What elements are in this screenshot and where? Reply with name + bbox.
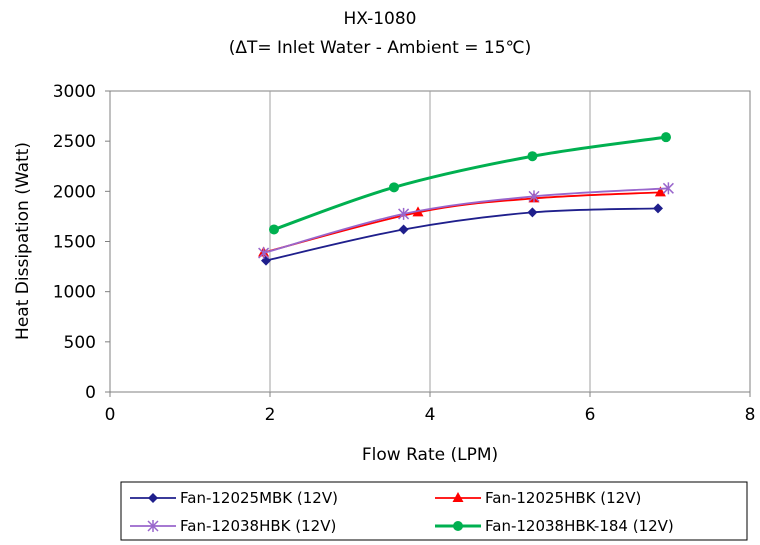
data-point-diamond — [527, 207, 538, 218]
legend-label: Fan-12038HBK-184 (12V) — [485, 517, 674, 535]
x-axis-ticks: 0 2 4 6 8 — [105, 392, 756, 425]
data-point-asterisk — [147, 520, 159, 532]
data-point-circle — [269, 224, 279, 235]
series-line — [263, 191, 661, 254]
chart-title: HX-1080 — [344, 9, 417, 29]
legend-entry: Fan-12025MBK (12V) — [130, 489, 338, 507]
series-4 — [269, 132, 671, 235]
legend-label: Fan-12025MBK (12V) — [180, 489, 338, 507]
data-point-circle — [661, 132, 671, 143]
legend — [120, 481, 748, 541]
y-tick-label: 0 — [85, 383, 96, 403]
data-point-asterisk — [528, 190, 540, 203]
chart-subtitle: (ΔT= Inlet Water - Ambient = 15℃) — [229, 38, 532, 58]
x-tick-label: 8 — [745, 405, 756, 425]
y-tick-label: 2500 — [53, 132, 96, 152]
series-1 — [261, 203, 663, 266]
y-axis-ticks: 0 500 1000 1500 2000 2500 3000 — [53, 82, 110, 403]
y-axis-label: Heat Dissipation (Watt) — [13, 142, 33, 340]
x-tick-label: 6 — [585, 405, 596, 425]
data-point-triangle — [654, 186, 666, 197]
y-tick-label: 3000 — [53, 82, 96, 102]
legend-entry: Fan-12025HBK (12V) — [435, 489, 641, 507]
data-point-triangle — [452, 492, 464, 502]
x-axis-label: Flow Rate (LPM) — [362, 445, 498, 465]
data-point-circle — [453, 521, 463, 531]
series-line — [263, 187, 669, 254]
series-line — [265, 207, 659, 262]
legend-label: Fan-12038HBK (12V) — [180, 517, 336, 535]
series-line — [273, 135, 667, 231]
x-tick-label: 0 — [105, 405, 116, 425]
y-tick-label: 500 — [64, 333, 96, 353]
legend-entry: Fan-12038HBK-184 (12V) — [435, 517, 674, 535]
legend-label: Fan-12025HBK (12V) — [485, 489, 641, 507]
y-tick-label: 2000 — [53, 182, 96, 202]
data-point-diamond — [261, 255, 271, 266]
data-point-circle — [389, 182, 399, 193]
x-tick-label: 2 — [265, 405, 276, 425]
data-point-circle — [527, 151, 538, 162]
data-point-diamond — [148, 493, 158, 503]
legend-items: Fan-12025MBK (12V) Fan-12025HBK (12V) Fan-… — [130, 489, 674, 535]
series-layer — [258, 132, 674, 266]
data-point-asterisk — [398, 207, 410, 220]
data-point-diamond — [653, 203, 663, 214]
data-point-asterisk — [258, 247, 270, 260]
grid-lines — [269, 91, 591, 392]
legend-entry: Fan-12038HBK (12V) — [130, 517, 336, 535]
y-tick-label: 1000 — [53, 283, 96, 303]
data-point-asterisk — [662, 182, 674, 195]
y-tick-label: 1500 — [53, 233, 96, 253]
series-3 — [258, 182, 674, 260]
x-tick-label: 4 — [425, 405, 436, 425]
data-point-diamond — [398, 224, 409, 235]
